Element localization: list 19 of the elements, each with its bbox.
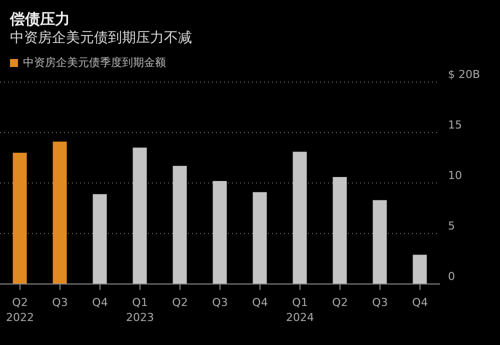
- x-tick-label: Q2: [332, 296, 348, 309]
- x-tick-label: Q4: [252, 296, 268, 309]
- x-tick-label: Q3: [212, 296, 228, 309]
- chart-title: 偿债压力: [10, 10, 71, 29]
- y-tick-label: $ 20B: [448, 68, 480, 81]
- x-tick-label: Q3: [372, 296, 388, 309]
- x-tick-label: Q1 2024: [286, 296, 314, 324]
- y-tick-label: 5: [448, 219, 455, 232]
- y-tick-label: 10: [448, 168, 462, 182]
- x-tick-label: Q2: [172, 296, 188, 309]
- x-tick-label: Q3: [52, 296, 68, 309]
- legend-label: 中资房企美元债季度到期金额: [22, 55, 166, 70]
- x-tick-label: Q2 2022: [6, 296, 34, 324]
- x-tick-label: Q4: [412, 296, 428, 309]
- x-tick-label: Q1 2023: [126, 296, 154, 324]
- y-tick-label: 15: [448, 118, 462, 132]
- chart-subtitle: 中资房企美元债到期压力不减: [10, 29, 193, 47]
- x-tick-label: Q4: [92, 296, 108, 309]
- y-tick-label: 0: [448, 270, 455, 283]
